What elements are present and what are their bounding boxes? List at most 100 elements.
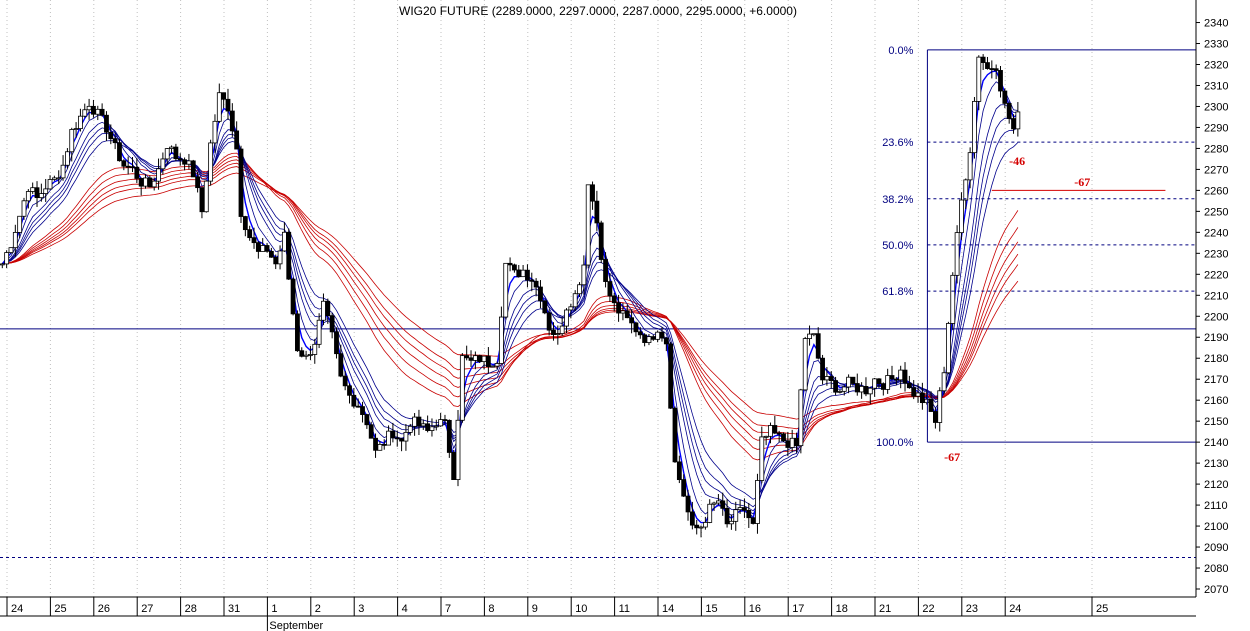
horizontal-lines: [0, 328, 1196, 559]
candle: [837, 390, 843, 394]
candle-body: [481, 355, 487, 363]
candle-body: [672, 407, 678, 463]
candle-body: [989, 68, 995, 70]
candle: [850, 376, 856, 386]
candle: [663, 336, 669, 352]
candle-body: [781, 433, 786, 442]
candle: [833, 376, 838, 396]
candle: [12, 224, 18, 257]
candle: [82, 103, 88, 118]
candle-body: [902, 369, 908, 384]
candle-body: [412, 416, 418, 427]
x-tick-label: 3: [358, 603, 364, 615]
candle-body: [69, 129, 75, 153]
candle-body: [308, 354, 313, 356]
candle-body: [455, 419, 461, 480]
x-tick-label: 24: [1009, 603, 1021, 615]
candle-body: [433, 425, 439, 428]
candle-body: [512, 264, 517, 271]
candle: [438, 412, 444, 427]
candle-body: [134, 166, 140, 179]
candle: [394, 430, 400, 447]
candle-body: [143, 177, 148, 187]
candle: [368, 421, 374, 439]
candle-body: [590, 184, 595, 202]
candle: [729, 514, 734, 530]
candle-body: [924, 398, 930, 404]
y-tick-label: 2130: [1204, 458, 1228, 470]
candle-body: [182, 159, 187, 165]
candle: [707, 499, 713, 524]
candle: [364, 413, 370, 429]
candle-body: [655, 331, 661, 340]
candle-body: [650, 336, 656, 340]
candle-body: [976, 56, 982, 102]
candle-body: [785, 440, 791, 448]
candle-body: [876, 378, 882, 385]
candle-body: [542, 300, 548, 314]
candle: [407, 423, 413, 436]
candle-body: [242, 216, 248, 231]
candle-body: [624, 310, 630, 319]
candle: [928, 391, 934, 412]
candle-body: [668, 343, 674, 409]
candle: [798, 388, 804, 454]
candle: [433, 419, 439, 431]
candle: [108, 124, 114, 145]
candle-body: [377, 443, 383, 451]
candle: [954, 225, 960, 284]
candle: [503, 262, 509, 320]
candle-body: [594, 200, 600, 224]
candle: [976, 55, 982, 111]
candle: [946, 321, 951, 375]
candle-body: [464, 355, 470, 359]
y-tick-label: 2220: [1204, 269, 1228, 281]
candle-body: [980, 56, 986, 63]
y-tick-label: 2160: [1204, 395, 1228, 407]
y-tick-label: 2270: [1204, 164, 1228, 176]
candle: [156, 158, 161, 190]
candle: [117, 138, 122, 162]
candle-body: [351, 394, 357, 407]
candle: [91, 99, 96, 118]
candle: [755, 473, 760, 534]
candle-body: [1015, 111, 1021, 130]
candle: [199, 187, 205, 219]
candle: [872, 377, 878, 397]
candle: [65, 148, 70, 169]
candle-body: [229, 110, 235, 132]
candle-body: [503, 262, 509, 318]
candlesticks: [0, 54, 1021, 538]
y-tick-label: 2190: [1204, 332, 1228, 344]
candle-body: [407, 425, 413, 433]
candle-body: [78, 115, 83, 129]
candle: [4, 250, 10, 269]
candle-body: [186, 160, 192, 165]
candle-body: [685, 495, 691, 513]
candle: [86, 98, 92, 120]
candle-body: [21, 200, 27, 217]
x-tick-label: 26: [98, 603, 110, 615]
candle: [885, 368, 891, 394]
candle: [698, 525, 704, 538]
candle: [221, 92, 227, 109]
y-tick-label: 2240: [1204, 227, 1228, 239]
candle-body: [420, 423, 426, 427]
candle: [277, 245, 283, 270]
candle-body: [108, 131, 114, 140]
candle-body: [885, 375, 891, 390]
candle: [854, 373, 860, 396]
grid-lines: [6, 0, 1093, 597]
candle-body: [1002, 90, 1008, 104]
candle: [472, 351, 478, 370]
candle: [208, 139, 214, 186]
candle-body: [1011, 118, 1016, 130]
candle: [742, 498, 747, 518]
candle: [360, 401, 365, 423]
candle-body: [208, 142, 214, 182]
candle-body: [151, 180, 157, 188]
candle: [25, 189, 31, 209]
candle-body: [247, 229, 253, 239]
candle-body: [867, 387, 873, 395]
candle-body: [17, 215, 23, 233]
